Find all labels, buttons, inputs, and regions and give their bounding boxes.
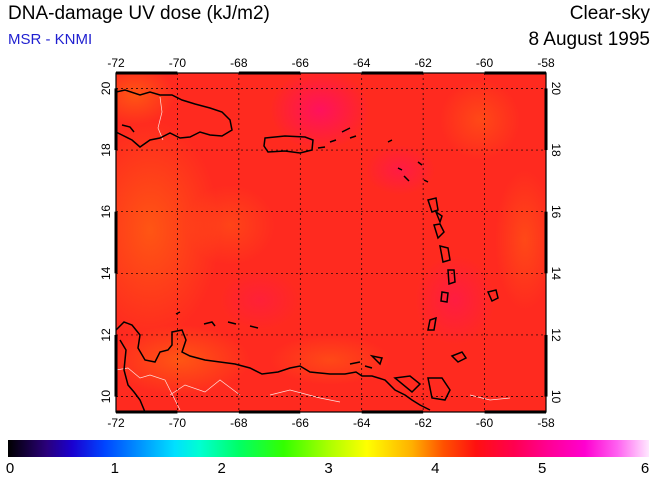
lon-tick-label: -64 — [353, 416, 371, 430]
uv-dose-map: -72 -70 -68 -66 -64 -62 -60 -58 -72 -70 -68 -66 -64… — [99, 56, 563, 430]
lon-tick-label: -66 — [292, 56, 310, 70]
lat-tick-label: 14 — [99, 266, 113, 280]
lon-tick-label: -68 — [230, 416, 248, 430]
color-scale-bar — [8, 440, 649, 457]
lon-tick-label: -70 — [169, 56, 187, 70]
lon-tick-label: -72 — [107, 56, 125, 70]
lat-ticks-right: 10 12 14 16 18 20 — [549, 82, 563, 404]
coastlines — [116, 89, 499, 412]
lon-tick-label: -58 — [537, 56, 555, 70]
lon-tick-label: -62 — [414, 56, 432, 70]
color-scale-label: 0 — [5, 460, 15, 477]
lon-ticks-top: -72 -70 -68 -66 -64 -62 -60 -58 — [107, 56, 555, 70]
color-scale-label: 5 — [537, 460, 547, 477]
lon-tick-label: -66 — [292, 416, 310, 430]
lat-tick-label: 12 — [99, 328, 113, 342]
lat-tick-label: 20 — [549, 82, 563, 96]
color-scale-label: 4 — [431, 460, 440, 477]
lat-tick-label: 10 — [549, 390, 563, 404]
color-scale-label: 2 — [217, 460, 226, 477]
map-border-bars — [114, 71, 548, 414]
lat-ticks-left: 10 12 14 16 18 20 — [99, 81, 113, 403]
lon-tick-label: -72 — [107, 416, 125, 430]
color-scale-label: 3 — [324, 460, 333, 477]
lat-tick-label: 14 — [549, 267, 563, 281]
sky-condition: Clear-sky — [569, 3, 650, 24]
lat-tick-label: 16 — [99, 205, 113, 219]
lon-tick-label: -60 — [476, 416, 494, 430]
lon-ticks-bottom: -72 -70 -68 -66 -64 -62 -60 -58 — [107, 416, 555, 430]
lat-tick-label: 20 — [99, 81, 113, 95]
lon-tick-label: -58 — [537, 416, 555, 430]
lon-tick-label: -64 — [353, 56, 371, 70]
map-date: 8 August 1995 — [528, 29, 651, 50]
color-scale-label: 1 — [110, 460, 119, 477]
lon-tick-label: -60 — [476, 56, 494, 70]
uv-field — [116, 73, 546, 412]
lat-tick-label: 18 — [549, 143, 563, 157]
graticule — [116, 73, 546, 412]
lon-tick-label: -70 — [169, 416, 187, 430]
lat-tick-label: 12 — [549, 328, 563, 342]
map-title: DNA-damage UV dose (kJ/m2) — [8, 3, 270, 24]
lat-tick-label: 16 — [549, 205, 563, 219]
lat-tick-label: 10 — [99, 390, 113, 404]
source-label: MSR - KNMI — [8, 31, 93, 48]
lat-tick-label: 18 — [99, 143, 113, 157]
lon-tick-label: -68 — [230, 56, 248, 70]
color-scale-label: 6 — [640, 460, 650, 477]
lon-tick-label: -62 — [414, 416, 432, 430]
